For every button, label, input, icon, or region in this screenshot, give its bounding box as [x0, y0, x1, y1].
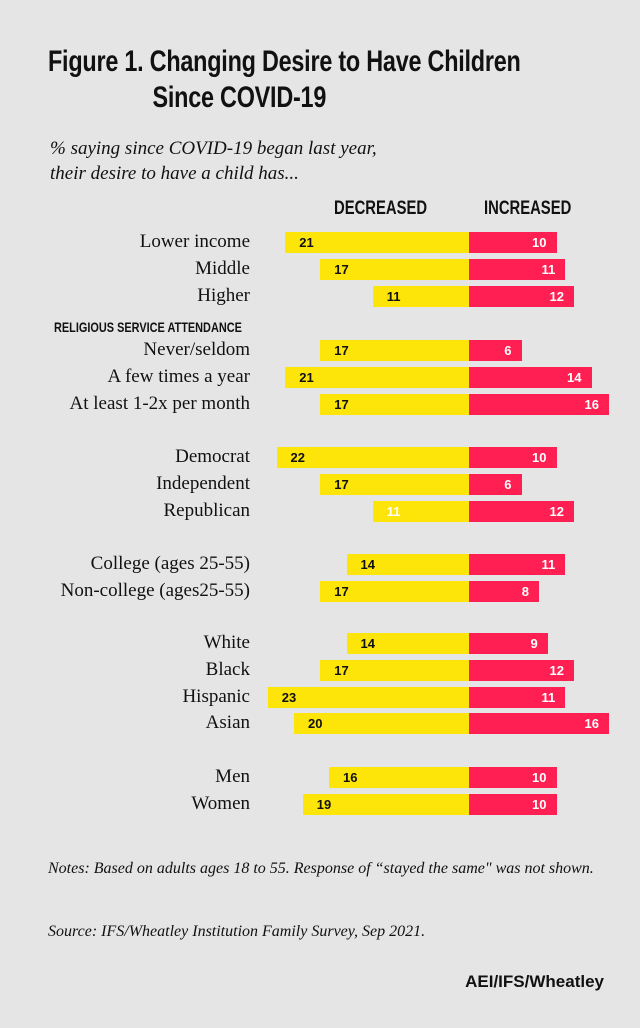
value-label-increased: 10 [532, 450, 547, 465]
value-label-increased: 10 [532, 796, 547, 812]
bar-increased [469, 366, 592, 388]
chart-notes: Notes: Based on adults ages 18 to 55. Re… [48, 860, 594, 877]
value-label-decreased: 17 [334, 261, 349, 277]
bar-increased [469, 554, 566, 575]
value-label-increased: 16 [584, 716, 599, 732]
bar-decreased [372, 500, 469, 522]
bar-decreased [302, 793, 469, 815]
value-label-decreased: 17 [334, 396, 349, 412]
bar-increased [469, 232, 557, 253]
category-label: At least 1-2x per month [69, 392, 250, 414]
bar-increased [469, 285, 574, 307]
value-label-decreased: 17 [334, 583, 349, 599]
value-label-decreased: 14 [360, 557, 375, 572]
chart-subtitle: % saying since COVID-19 began last year,… [50, 136, 377, 186]
chart-source: Source: IFS/Wheatley Institution Family … [48, 923, 426, 940]
chart-title: Figure 1. Changing Desire to Have Childr… [48, 44, 521, 116]
value-label-increased: 10 [532, 235, 547, 250]
value-label-increased: 14 [567, 369, 582, 385]
bar-decreased [294, 713, 469, 735]
bar-decreased [346, 633, 469, 654]
bar-increased [469, 633, 548, 654]
bar-increased [469, 258, 566, 280]
bar-decreased [320, 473, 469, 495]
bar-increased [469, 767, 557, 788]
bar-increased [469, 340, 522, 361]
value-label-increased: 12 [549, 662, 564, 678]
bar-decreased [320, 580, 469, 602]
bar-decreased [320, 340, 469, 361]
bar-increased [469, 686, 566, 708]
chart-title-line2: Since COVID-19 [152, 81, 327, 114]
value-label-increased: 9 [530, 636, 538, 651]
value-label-increased: 12 [549, 288, 564, 304]
value-label-decreased: 14 [360, 636, 375, 651]
value-label-increased: 12 [549, 503, 564, 519]
value-label-decreased: 11 [386, 503, 401, 519]
value-label-decreased: 23 [281, 689, 297, 705]
category-label: Asian [205, 712, 250, 734]
bar-decreased [285, 366, 469, 388]
value-label-decreased: 17 [334, 343, 349, 358]
category-label: Non-college (ages25-55) [60, 579, 250, 601]
value-label-increased: 8 [521, 583, 529, 599]
value-label-decreased: 19 [316, 796, 332, 812]
value-label-decreased: 17 [334, 476, 349, 492]
bar-decreased [320, 393, 469, 415]
category-label: Middle [195, 257, 250, 279]
bar-decreased [267, 686, 469, 708]
value-label-increased: 10 [532, 770, 547, 785]
subtitle-line1: % saying since COVID-19 began last year, [50, 138, 377, 159]
bar-increased [469, 393, 609, 415]
category-label: Republican [163, 499, 250, 521]
value-label-increased: 16 [584, 396, 599, 412]
value-label-increased: 11 [541, 557, 556, 572]
bar-decreased [320, 659, 469, 681]
category-label: Men [215, 766, 250, 787]
bar-increased [469, 659, 574, 681]
bar-increased [469, 793, 557, 815]
value-label-decreased: 21 [299, 235, 314, 250]
chart-title-line1: Figure 1. Changing Desire to Have Childr… [48, 45, 521, 78]
bar-increased [469, 447, 557, 468]
value-label-decreased: 21 [299, 369, 314, 385]
category-label: Lower income [139, 231, 250, 252]
category-label: Women [191, 792, 250, 814]
category-label: Independent [156, 472, 250, 494]
value-label-increased: 11 [541, 689, 556, 705]
bar-increased [469, 713, 609, 735]
category-label: Democrat [175, 446, 250, 467]
value-label-increased: 6 [504, 476, 512, 492]
legend-decreased: DECREASED [334, 198, 428, 219]
section-heading: RELIGIOUS SERVICE ATTENDANCE [54, 319, 242, 335]
category-label: Never/seldom [143, 339, 250, 360]
value-label-decreased: 20 [308, 716, 323, 732]
bar-decreased [276, 447, 469, 468]
category-label: College (ages 25-55) [90, 553, 250, 574]
category-label: Hispanic [182, 685, 250, 707]
bar-increased [469, 580, 539, 602]
legend-increased: INCREASED [484, 198, 572, 219]
bar-decreased [320, 258, 469, 280]
value-label-increased: 6 [504, 343, 512, 358]
value-label-decreased: 17 [334, 662, 349, 678]
value-label-decreased: 11 [386, 288, 401, 304]
bar-increased [469, 473, 522, 495]
category-label: Black [205, 658, 250, 680]
value-label-decreased: 16 [343, 770, 358, 785]
bar-decreased [285, 232, 469, 253]
bar-decreased [346, 554, 469, 575]
category-label: White [203, 632, 250, 653]
chart-credit: AEI/IFS/Wheatley [465, 972, 604, 991]
bar-decreased [329, 767, 469, 788]
subtitle-line2: their desire to have a child has... [50, 163, 299, 184]
category-label: Higher [197, 284, 250, 306]
value-label-decreased: 22 [290, 450, 305, 465]
bar-decreased [372, 285, 469, 307]
value-label-increased: 11 [541, 261, 556, 277]
bar-increased [469, 500, 574, 522]
category-label: A few times a year [107, 365, 250, 387]
